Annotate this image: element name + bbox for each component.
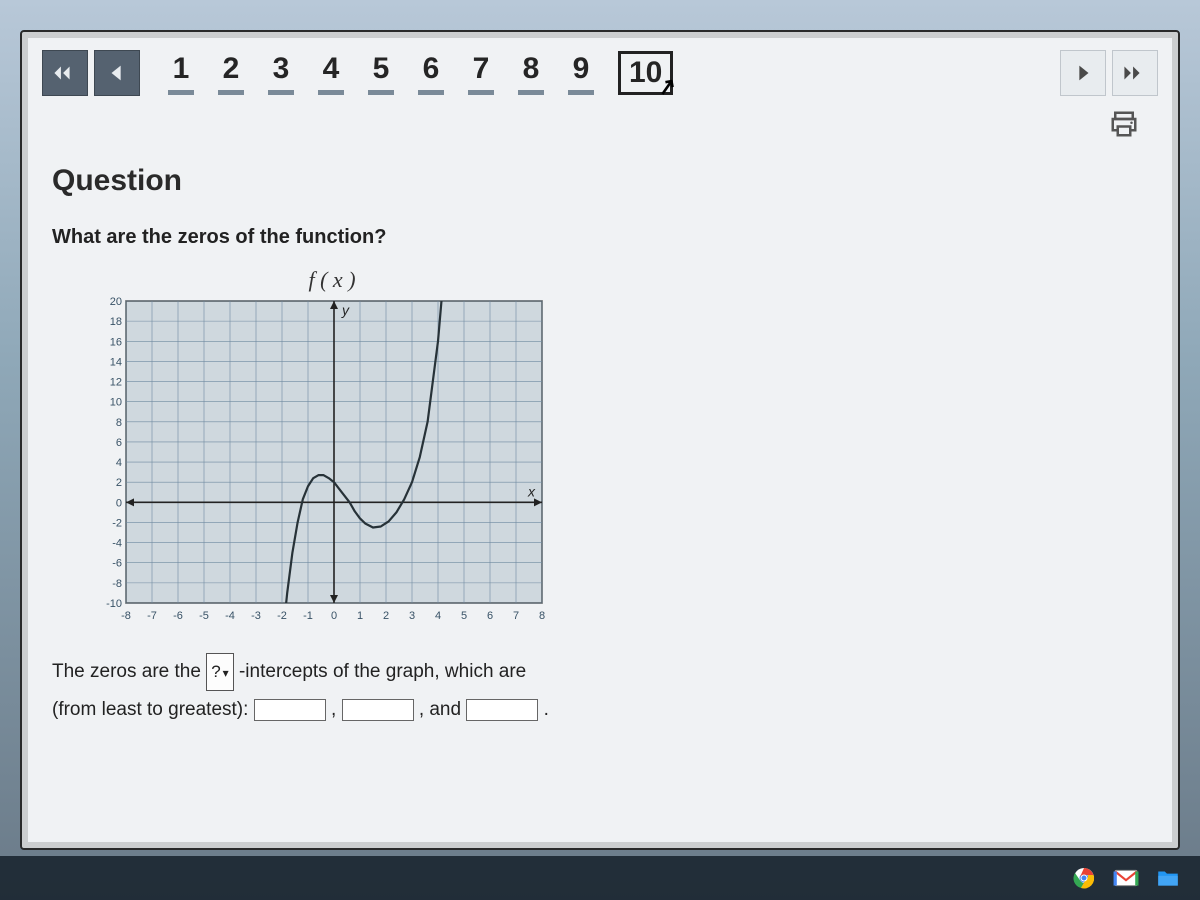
svg-text:12: 12 [110,377,122,389]
sep-2: , and [419,699,467,720]
svg-text:-4: -4 [112,538,122,550]
svg-text:3: 3 [409,610,415,622]
answer-area: The zeros are the ?▾ -intercepts of the … [52,653,1148,729]
svg-text:-8: -8 [121,610,131,622]
folder-icon[interactable] [1154,864,1182,892]
period: . [544,699,549,720]
mail-icon[interactable] [1112,864,1140,892]
zero-input-1[interactable] [254,699,326,721]
question-nav-bar: 123456789 10↖ [22,32,1178,104]
print-icon[interactable] [1104,104,1144,144]
question-nav-5[interactable]: 5 [368,52,394,95]
svg-text:5: 5 [461,610,467,622]
svg-text:6: 6 [116,437,122,449]
os-taskbar [0,856,1200,900]
svg-text:0: 0 [331,610,337,622]
svg-text:1: 1 [357,610,363,622]
question-nav-3[interactable]: 3 [268,52,294,95]
next-button[interactable] [1060,50,1106,96]
function-graph: f ( x ) -8-7-6-5-4-3-2-1012345678-10-8-6… [92,267,1148,625]
intercept-type-dropdown[interactable]: ?▾ [206,653,234,691]
question-nav-8[interactable]: 8 [518,52,544,95]
svg-text:7: 7 [513,610,519,622]
svg-text:4: 4 [435,610,441,622]
svg-text:18: 18 [110,316,122,328]
svg-text:16: 16 [110,336,122,348]
svg-text:4: 4 [116,457,122,469]
question-heading: Question [52,164,1148,198]
svg-text:2: 2 [116,477,122,489]
question-nav-9[interactable]: 9 [568,52,594,95]
question-prompt: What are the zeros of the function? [52,226,1148,249]
svg-text:6: 6 [487,610,493,622]
chrome-icon[interactable] [1070,864,1098,892]
svg-text:-5: -5 [199,610,209,622]
svg-text:-6: -6 [112,558,122,570]
answer-text-1: The zeros are the [52,661,206,682]
chevron-down-icon: ▾ [223,666,229,680]
app-frame: 12345678910↖ Question What are the zeros… [20,30,1180,850]
svg-text:2: 2 [383,610,389,622]
svg-text:-2: -2 [277,610,287,622]
svg-text:10: 10 [110,397,122,409]
svg-text:8: 8 [116,417,122,429]
svg-text:-4: -4 [225,610,235,622]
zero-input-2[interactable] [342,699,414,721]
svg-text:8: 8 [539,610,545,622]
prev-button[interactable] [94,50,140,96]
svg-text:-8: -8 [112,578,122,590]
svg-text:0: 0 [116,497,122,509]
question-content: Question What are the zeros of the funct… [22,144,1178,749]
dropdown-value: ? [211,662,220,681]
question-nav-10[interactable]: 10↖ [618,51,673,95]
last-button[interactable] [1112,50,1158,96]
svg-text:14: 14 [110,356,122,368]
answer-text-3: (from least to greatest): [52,699,254,720]
question-number-list: 123456789 10↖ [168,51,673,95]
svg-text:20: 20 [110,296,122,308]
question-nav-4[interactable]: 4 [318,52,344,95]
first-button[interactable] [42,50,88,96]
zero-input-3[interactable] [466,699,538,721]
question-nav-1[interactable]: 1 [168,52,194,95]
chart-title: f ( x ) [122,267,542,293]
question-nav-6[interactable]: 6 [418,52,444,95]
svg-text:-1: -1 [303,610,313,622]
svg-text:-7: -7 [147,610,157,622]
svg-text:-2: -2 [112,517,122,529]
question-nav-7[interactable]: 7 [468,52,494,95]
chart-svg: -8-7-6-5-4-3-2-1012345678-10-8-6-4-20246… [92,295,552,625]
sep-1: , [331,699,342,720]
svg-text:-3: -3 [251,610,261,622]
svg-text:y: y [341,302,350,318]
svg-text:-6: -6 [173,610,183,622]
question-nav-2[interactable]: 2 [218,52,244,95]
answer-text-2: -intercepts of the graph, which are [239,661,526,682]
svg-text:x: x [527,483,536,499]
svg-text:-10: -10 [106,598,122,610]
cursor-icon: ↖ [656,73,679,102]
